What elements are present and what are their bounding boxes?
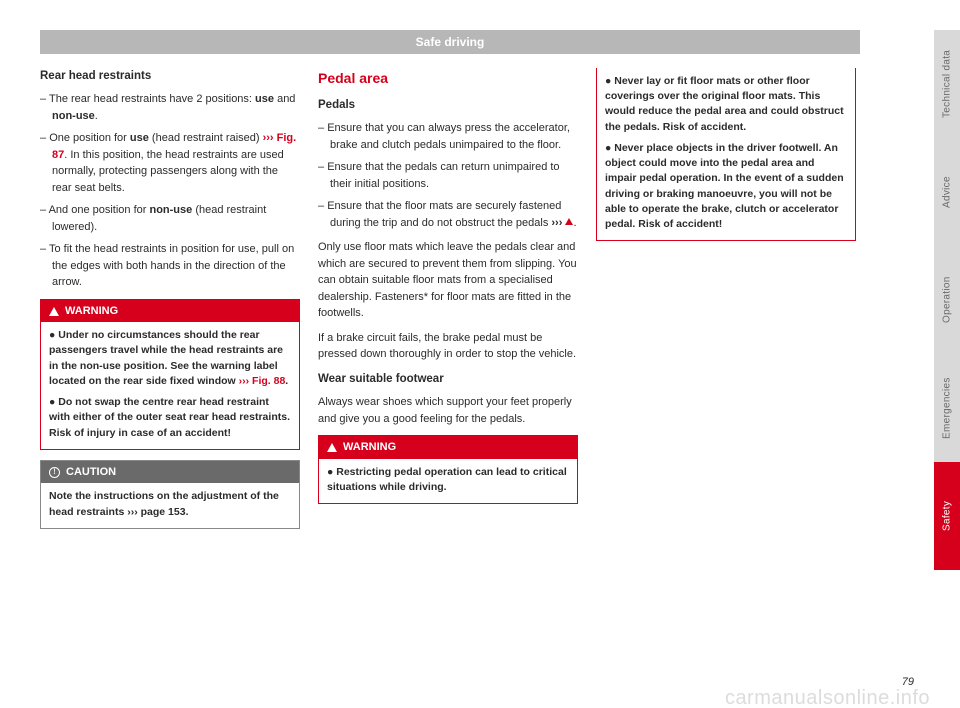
rear-head-restraints-heading: Rear head restraints (40, 68, 300, 85)
caution-title: ! CAUTION (41, 461, 299, 484)
text-bold: non-use (52, 110, 95, 122)
col2-list: Ensure that you can always press the acc… (318, 120, 578, 231)
paragraph: Always wear shoes which support your fee… (318, 394, 578, 427)
page-header: Safe driving (40, 30, 860, 54)
tab-technical-data[interactable]: Technical data (934, 30, 960, 138)
warning-triangle-icon (49, 307, 59, 316)
ref-arrows: ››› (551, 217, 562, 229)
warning-item: ● Under no circumstances should the rear… (49, 328, 291, 389)
column-3: ● Never lay or fit floor mats or other f… (596, 68, 856, 539)
warning-body: ● Under no circumstances should the rear… (41, 322, 299, 449)
warning-title: WARNING (41, 300, 299, 323)
warning-item: ● Never place objects in the driver foot… (605, 141, 847, 232)
text: . (573, 217, 576, 229)
warning-item: ● Do not swap the centre rear head restr… (49, 395, 291, 441)
side-tabs: Technical dataAdviceOperationEmergencies… (934, 30, 960, 570)
warning-triangle-icon (327, 443, 337, 452)
warning-body: ● Never lay or fit floor mats or other f… (597, 68, 855, 240)
list-item: The rear head restraints have 2 position… (40, 91, 300, 124)
paragraph: Only use floor mats which leave the peda… (318, 239, 578, 322)
warning-title: WARNING (319, 436, 577, 459)
pedal-area-heading: Pedal area (318, 68, 578, 89)
text: . (186, 506, 189, 518)
warning-body: ● Restricting pedal operation can lead t… (319, 459, 577, 503)
list-item: Ensure that you can always press the acc… (318, 120, 578, 153)
watermark: carmanualsonline.info (725, 687, 930, 708)
warning-label: WARNING (65, 303, 118, 320)
tab-operation[interactable]: Operation (934, 246, 960, 354)
content-columns: Rear head restraints The rear head restr… (40, 54, 860, 539)
warning-triangle-icon (565, 218, 573, 225)
column-2: Pedal area Pedals Ensure that you can al… (318, 68, 578, 539)
warning-label: WARNING (343, 439, 396, 456)
warning-item: ● Restricting pedal operation can lead t… (327, 465, 569, 495)
caution-label: CAUTION (66, 464, 116, 481)
text-bold: use (255, 93, 274, 105)
warning-box: WARNING ● Under no circumstances should … (40, 299, 300, 450)
list-item: One position for use (head restraint rai… (40, 130, 300, 196)
text: Ensure that the floor mats are securely … (327, 200, 561, 229)
list-item: Ensure that the pedals can return unimpa… (318, 159, 578, 192)
tab-emergencies[interactable]: Emergencies (934, 354, 960, 462)
figure-ref: ››› Fig. 88 (239, 375, 286, 387)
text: . (285, 375, 288, 387)
caution-info-icon: ! (49, 467, 60, 478)
manual-page: Safe driving Rear head restraints The re… (40, 30, 860, 670)
list-item: And one position for non-use (head restr… (40, 202, 300, 235)
text: and (274, 93, 295, 105)
paragraph: If a brake circuit fails, the brake peda… (318, 330, 578, 363)
list-item: To fit the head restraints in position f… (40, 241, 300, 291)
footwear-heading: Wear suitable footwear (318, 371, 578, 388)
warning-box: WARNING ● Restricting pedal operation ca… (318, 435, 578, 504)
column-1: Rear head restraints The rear head restr… (40, 68, 300, 539)
caution-item: Note the instructions on the adjustment … (49, 489, 291, 519)
tab-advice[interactable]: Advice (934, 138, 960, 246)
text: And one position for (49, 204, 150, 216)
text-bold: non-use (149, 204, 192, 216)
col1-list: The rear head restraints have 2 position… (40, 91, 300, 291)
page-ref: ››› page 153 (127, 506, 185, 518)
text: One position for (49, 132, 130, 144)
pedals-heading: Pedals (318, 97, 578, 114)
warning-box-continued: ● Never lay or fit floor mats or other f… (596, 68, 856, 241)
text: . In this position, the head restraints … (52, 149, 284, 194)
caution-body: Note the instructions on the adjustment … (41, 483, 299, 527)
caution-box: ! CAUTION Note the instructions on the a… (40, 460, 300, 529)
warning-item: ● Never lay or fit floor mats or other f… (605, 74, 847, 135)
text: The rear head restraints have 2 position… (49, 93, 255, 105)
text: (head restraint raised) (149, 132, 263, 144)
tab-safety[interactable]: Safety (934, 462, 960, 570)
text: . (95, 110, 98, 122)
list-item: Ensure that the floor mats are securely … (318, 198, 578, 231)
text-bold: use (130, 132, 149, 144)
